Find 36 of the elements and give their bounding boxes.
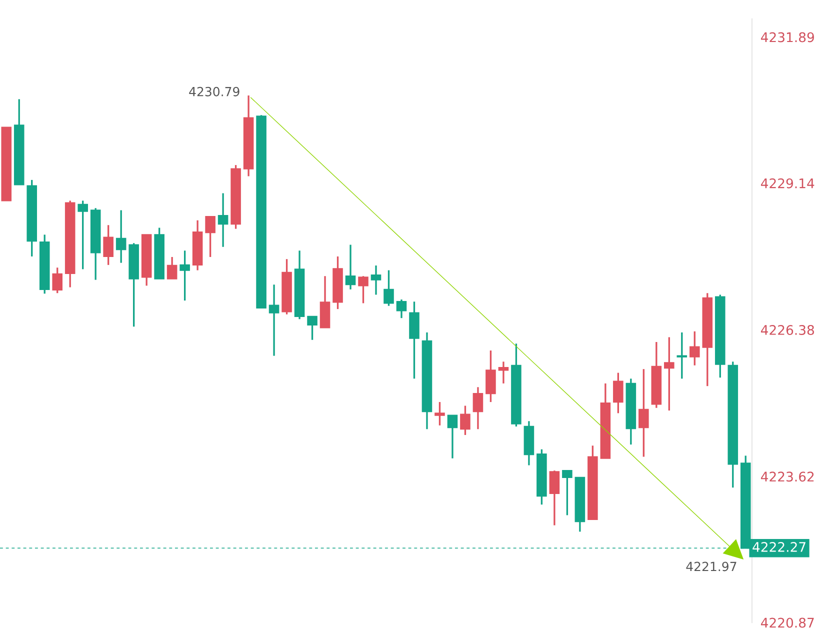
candlestick [370,264,382,296]
annotation: 4221.97 [686,562,736,572]
candlestick [460,404,470,436]
candlestick [116,209,126,264]
candlestick [447,414,458,460]
candlestick [205,216,216,258]
candlestick [103,224,114,266]
y-tick-label: 4229.14 [760,178,814,188]
candlestick [345,244,356,290]
candlestick [549,470,560,526]
y-tick-label: 4220.87 [760,618,814,628]
candlestick [358,275,368,304]
candlestick [166,256,178,280]
candlestick [472,386,484,430]
candlestick [78,200,88,270]
candlestick [613,372,624,414]
y-tick-label: 4223.62 [760,472,814,482]
candlestick [396,298,407,319]
candlestick [562,470,572,516]
candlestick [676,332,688,380]
candlestick [384,269,394,307]
candlestick [307,316,318,341]
candlestick [180,250,190,302]
candlestick [486,350,496,403]
candlestick [434,401,445,426]
candlestick [690,330,700,366]
y-tick-label: 4226.38 [760,324,814,335]
ref-line-label: 4222.27 [752,542,806,552]
candlestick [52,266,62,294]
candlestick [218,192,228,248]
y-tick-label: 4231.89 [760,32,814,42]
candlestick [664,336,674,412]
candlestick [638,368,649,458]
annotation: 4230.79 [189,86,240,96]
candlestick [268,284,280,357]
candlestick [498,360,509,384]
